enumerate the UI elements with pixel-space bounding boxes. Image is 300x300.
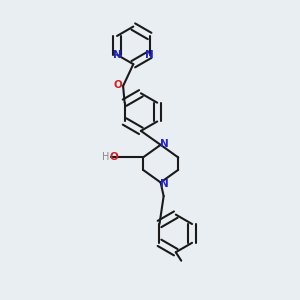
Text: O: O: [114, 80, 122, 90]
Text: O: O: [110, 152, 118, 162]
Text: N: N: [160, 139, 169, 148]
Text: N: N: [160, 179, 169, 189]
Text: N: N: [113, 50, 122, 60]
Text: N: N: [145, 50, 154, 60]
Text: H: H: [102, 152, 109, 162]
